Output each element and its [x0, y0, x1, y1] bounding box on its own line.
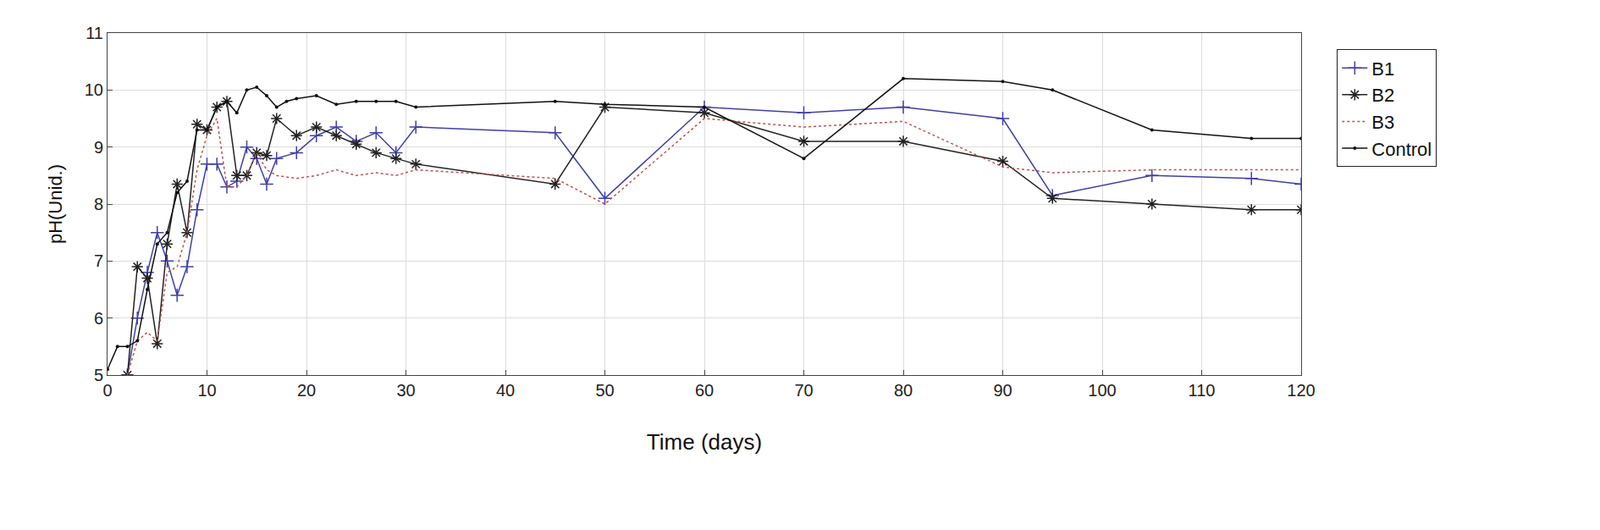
svg-text:11: 11: [85, 23, 104, 43]
svg-text:110: 110: [1188, 380, 1216, 400]
svg-text:30: 30: [396, 380, 415, 400]
svg-text:100: 100: [1087, 380, 1116, 400]
svg-text:10: 10: [84, 80, 104, 100]
svg-text:7: 7: [93, 251, 104, 271]
svg-text:B1: B1: [1371, 58, 1395, 80]
svg-text:6: 6: [93, 308, 104, 328]
svg-text:8: 8: [93, 194, 104, 214]
svg-text:B3: B3: [1371, 111, 1395, 133]
svg-text:70: 70: [794, 380, 813, 400]
svg-text:90: 90: [993, 380, 1012, 400]
svg-text:Control: Control: [1371, 138, 1432, 160]
svg-text:pH(Unid.): pH(Unid.): [44, 164, 67, 244]
svg-text:5: 5: [93, 365, 104, 385]
svg-text:9: 9: [93, 137, 104, 157]
svg-text:120: 120: [1286, 380, 1315, 400]
svg-text:80: 80: [893, 380, 913, 400]
svg-text:Time (days): Time (days): [646, 429, 762, 455]
svg-text:0: 0: [102, 380, 112, 400]
svg-text:40: 40: [496, 380, 515, 400]
svg-text:10: 10: [197, 380, 216, 400]
svg-text:B2: B2: [1371, 84, 1395, 106]
svg-text:20: 20: [297, 380, 316, 400]
svg-text:60: 60: [695, 380, 714, 400]
svg-text:50: 50: [595, 380, 614, 400]
